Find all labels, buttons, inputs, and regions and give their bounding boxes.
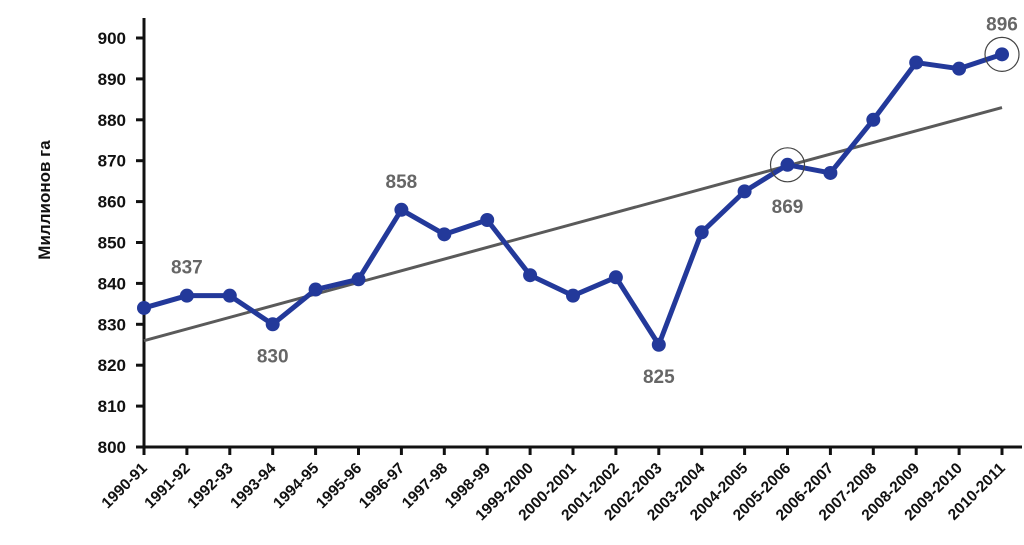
y-tick-label: 880 [98, 111, 126, 130]
data-point [179, 288, 194, 303]
data-point [608, 270, 623, 285]
data-point [523, 268, 538, 283]
y-tick-label: 900 [98, 29, 126, 48]
x-tick-label: 1991-92 [141, 460, 193, 512]
y-tick-label: 800 [98, 438, 126, 457]
data-point [780, 157, 795, 172]
data-point [265, 317, 280, 332]
data-label: 825 [643, 367, 675, 388]
data-label: 869 [772, 197, 804, 218]
trendline-line [143, 106, 1003, 343]
y-tick-label: 830 [98, 315, 126, 334]
x-tick-label: 1996-97 [356, 460, 408, 512]
data-point [694, 225, 709, 240]
y-tick-label: 860 [98, 193, 126, 212]
x-tick-label: 1990-91 [99, 460, 152, 513]
data-point [480, 213, 495, 228]
series-production [137, 47, 1009, 352]
data-point [952, 61, 967, 76]
x-tick-label: 1997-98 [399, 460, 452, 513]
y-tick-label: 890 [98, 70, 126, 89]
data-point [995, 47, 1009, 62]
x-axis: 1990-911991-921992-931993-941994-951995-… [99, 445, 1022, 524]
x-tick-label: 1992-93 [184, 460, 237, 513]
highlight-ring [984, 36, 1020, 72]
data-point [737, 184, 752, 199]
y-tick-label: 870 [98, 152, 126, 171]
x-tick-label: 1995-96 [313, 460, 366, 513]
data-label: 896 [986, 14, 1018, 35]
data-point [823, 165, 838, 180]
data-point [566, 288, 580, 303]
data-point [651, 337, 666, 352]
highlight-ring [769, 147, 806, 183]
data-point [308, 282, 323, 297]
trendline [143, 106, 1003, 343]
data-label: 858 [386, 172, 418, 193]
x-tick-label: 1993-94 [227, 460, 280, 513]
y-tick-label: 850 [98, 234, 126, 253]
x-tick-label: 1994-95 [270, 460, 323, 513]
annotations: 837 830 858 825 869 896 [171, 14, 1020, 388]
y-tick-label: 840 [98, 274, 126, 293]
data-point [394, 202, 409, 217]
data-label: 830 [257, 346, 289, 367]
data-point [909, 55, 924, 70]
y-axis-title: Миллионов га [35, 140, 54, 260]
y-axis: 800 810 820 830 840 850 860 870 880 890 900 [98, 18, 146, 457]
data-label: 837 [171, 258, 203, 279]
data-point [222, 288, 237, 303]
y-tick-label: 820 [98, 356, 126, 375]
data-point [437, 227, 452, 242]
data-point [351, 272, 366, 287]
data-point [137, 300, 151, 315]
y-tick-label: 810 [98, 397, 126, 416]
data-point [866, 112, 881, 127]
